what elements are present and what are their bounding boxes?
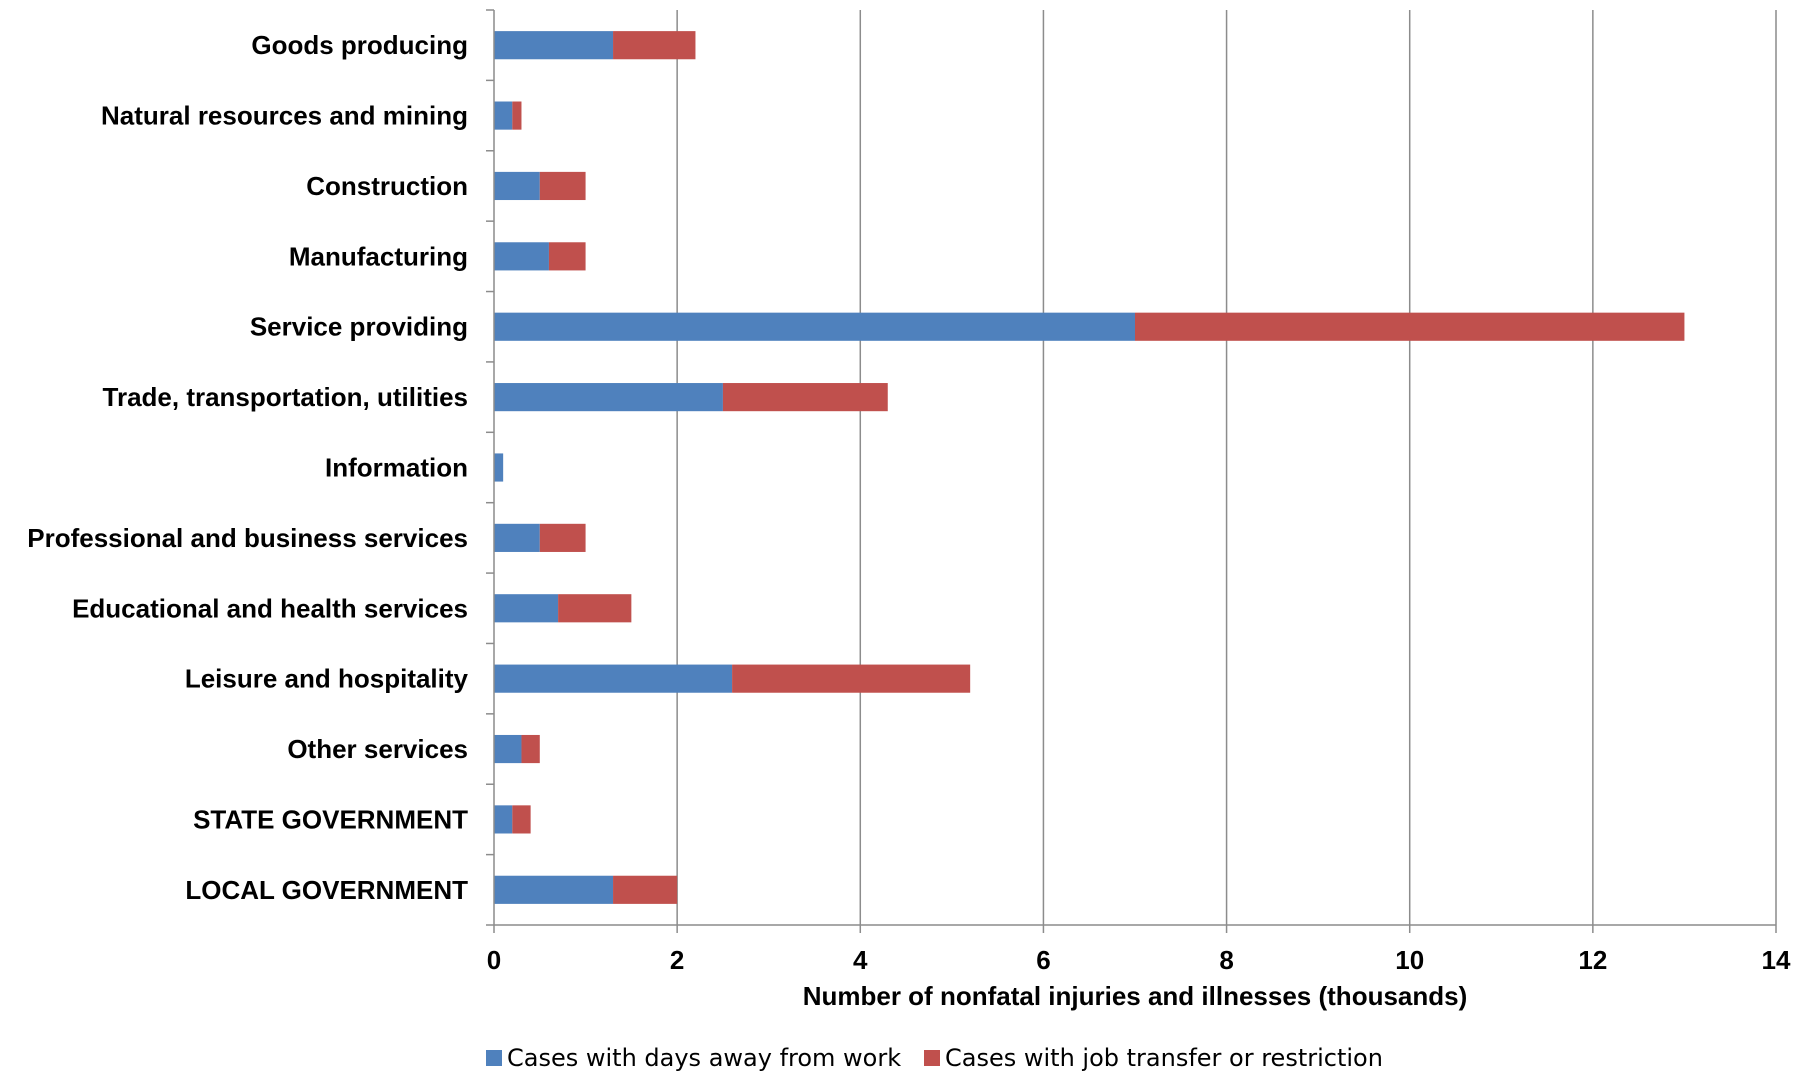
bar-series2-10	[521, 734, 540, 764]
legend: Cases with days away from work Cases with…	[486, 1044, 1383, 1072]
bar-series1-2	[494, 171, 540, 201]
legend-swatch-1	[486, 1050, 502, 1066]
x-tick-label-0: 0	[487, 945, 501, 975]
category-label: Other services	[287, 734, 468, 764]
category-label: Trade, transportation, utilities	[103, 382, 469, 412]
bar-series2-9	[732, 664, 971, 693]
category-label: Construction	[306, 171, 468, 201]
bar-series2-4	[1135, 312, 1685, 341]
legend-label-2: Cases with job transfer or restriction	[945, 1044, 1383, 1072]
bar-series2-1	[512, 101, 522, 130]
bar-series2-11	[512, 805, 531, 834]
bar-series1-5	[494, 383, 723, 412]
bar-series2-5	[722, 383, 888, 412]
bar-series2-12	[613, 875, 678, 904]
x-tick-label-2: 2	[670, 945, 684, 975]
bar-series1-12	[494, 875, 614, 904]
category-label: Leisure and hospitality	[185, 664, 469, 694]
bar-series1-0	[494, 31, 614, 60]
bar-series1-9	[494, 664, 733, 693]
bar-series1-4	[494, 312, 1135, 341]
category-label: Goods producing	[251, 30, 468, 60]
axis-layer	[486, 9, 1777, 933]
category-label: STATE GOVERNMENT	[193, 804, 468, 834]
x-tick-label-4: 4	[853, 945, 868, 975]
bar-series1-1	[494, 101, 513, 130]
bar-series2-3	[548, 242, 586, 271]
labels-layer: 0 2 4 6 8 10 12 14 Goods producing Natural resour…	[27, 30, 1791, 975]
bar-series2-0	[613, 31, 696, 60]
category-label: LOCAL GOVERNMENT	[185, 875, 468, 905]
bars-layer	[494, 31, 1685, 904]
bar-series2-2	[539, 171, 586, 201]
bar-series2-7	[539, 523, 586, 552]
bar-series1-7	[494, 523, 540, 552]
bar-series1-11	[494, 805, 513, 834]
legend-swatch-2	[924, 1050, 940, 1066]
bar-series1-3	[494, 242, 549, 271]
bar-series1-6	[494, 453, 504, 482]
category-label: Educational and health services	[72, 593, 468, 623]
grid-layer	[676, 10, 1777, 925]
category-label: Natural resources and mining	[101, 101, 468, 131]
x-tick-label-6: 6	[1036, 945, 1050, 975]
category-label: Manufacturing	[289, 241, 468, 271]
bar-series1-10	[494, 734, 522, 764]
bar-series1-8	[494, 594, 559, 623]
x-tick-label-8: 8	[1219, 945, 1233, 975]
x-axis-title: Number of nonfatal injuries and illnesse…	[803, 981, 1468, 1011]
category-label: Professional and business services	[27, 523, 468, 553]
x-tick-label-10: 10	[1395, 945, 1424, 975]
x-tick-label-12: 12	[1578, 945, 1607, 975]
x-tick-label-14: 14	[1762, 945, 1791, 975]
legend-label-1: Cases with days away from work	[507, 1044, 901, 1072]
category-label: Information	[325, 453, 468, 483]
bar-series2-8	[558, 594, 632, 623]
category-label: Service providing	[250, 312, 468, 342]
